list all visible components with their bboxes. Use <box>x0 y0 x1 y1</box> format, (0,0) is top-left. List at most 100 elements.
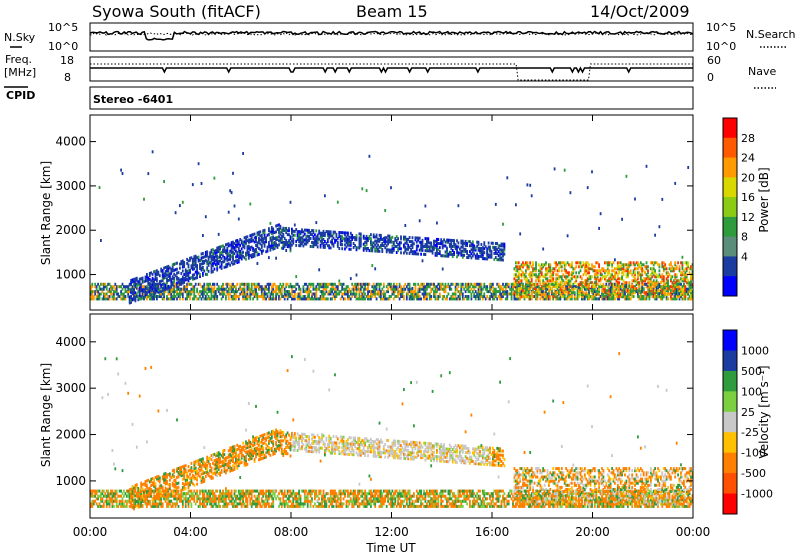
rti-cell <box>652 279 655 283</box>
rti-cell <box>649 287 652 291</box>
rti-cell <box>137 290 140 294</box>
rti-cell <box>137 489 140 492</box>
rti-cell <box>242 250 244 254</box>
rti-cell <box>158 502 161 506</box>
rti-cell <box>555 263 557 267</box>
rti-cell <box>523 289 526 293</box>
rti-cell <box>318 297 321 301</box>
rti-cell <box>390 248 392 252</box>
rti-cell <box>233 297 236 301</box>
rti-cell <box>151 499 154 503</box>
rti-cell <box>443 244 445 248</box>
rti-cell <box>312 237 315 241</box>
rti-cell <box>391 285 394 289</box>
rti-cell <box>319 239 322 243</box>
rti-cell <box>269 244 272 248</box>
rti-cell <box>173 276 176 280</box>
rti-cell <box>463 297 466 301</box>
rti-cell <box>647 292 649 296</box>
rti-cell <box>338 247 341 250</box>
rti-cell <box>280 230 283 234</box>
rti-cell <box>649 283 652 287</box>
rti-cell <box>456 282 458 286</box>
rti-cell <box>515 275 517 279</box>
freq-tick-bottom: 8 <box>64 71 71 84</box>
rti-cell <box>315 243 318 247</box>
rti-cell <box>318 268 321 272</box>
rti-cell <box>591 297 593 301</box>
rti-cell <box>227 287 230 291</box>
rti-cell <box>220 251 223 254</box>
rti-cell <box>321 285 323 289</box>
rti-cell <box>156 492 158 496</box>
rti-cell <box>153 290 155 294</box>
rti-cell <box>441 287 444 291</box>
rti-cell <box>158 489 161 493</box>
rti-cell <box>135 276 138 280</box>
rti-cell <box>674 283 677 287</box>
rti-cell <box>252 292 254 296</box>
rti-cell <box>322 245 325 249</box>
rti-cell <box>513 283 516 287</box>
rti-cell <box>627 293 629 297</box>
rti-cell <box>237 246 240 250</box>
rti-cell <box>344 231 346 235</box>
rti-cell <box>154 499 157 503</box>
rti-cell <box>553 283 556 287</box>
rti-cell <box>341 292 344 296</box>
rti-cell <box>424 243 427 247</box>
rti-cell <box>114 494 117 498</box>
rti-cell <box>222 292 224 296</box>
rti-cell <box>415 252 418 256</box>
rti-cell <box>219 292 221 296</box>
rti-cell <box>276 292 279 296</box>
rti-cell <box>143 280 145 284</box>
rti-cell <box>199 275 201 278</box>
rti-cell <box>207 257 210 261</box>
rti-cell <box>268 241 270 245</box>
rti-cell <box>125 489 128 493</box>
rti-cell <box>179 290 181 294</box>
rti-cell <box>202 287 204 291</box>
rti-cell <box>688 281 691 285</box>
rti-cell <box>141 493 144 497</box>
rti-cell <box>256 285 259 289</box>
rti-cell <box>641 297 644 301</box>
rti-cell <box>210 250 213 254</box>
rti-cell <box>328 290 331 294</box>
rti-cell <box>156 504 158 508</box>
rti-cell <box>164 492 167 496</box>
rti-cell <box>243 244 246 248</box>
rti-cell <box>161 477 164 481</box>
rti-cell <box>95 290 98 294</box>
rti-cell <box>555 282 557 286</box>
rti-cell <box>111 499 114 503</box>
rti-cell <box>404 224 407 227</box>
rti-cell <box>273 297 276 301</box>
rti-cell <box>187 290 190 294</box>
rti-cell <box>555 281 557 285</box>
rti-cell <box>357 282 359 286</box>
rti-cell <box>428 282 431 286</box>
rti-cell <box>325 282 328 286</box>
rti-cell <box>256 245 259 249</box>
rti-cell <box>604 289 606 293</box>
rti-cell <box>427 241 430 245</box>
rti-cell <box>272 229 275 233</box>
rti-cell <box>516 275 519 279</box>
rti-cell <box>107 392 109 396</box>
rti-cell <box>186 282 188 286</box>
rti-cell <box>612 269 615 273</box>
rti-cell <box>639 265 642 269</box>
rti-cell <box>256 233 259 237</box>
rti-cell <box>408 282 411 286</box>
rti-cell <box>592 283 595 287</box>
rti-cell <box>255 287 257 291</box>
rti-cell <box>256 262 259 265</box>
rti-cell <box>97 504 99 508</box>
rti-cell <box>493 297 496 301</box>
rti-cell <box>606 293 609 297</box>
rti-cell <box>461 241 464 245</box>
rti-cell <box>441 242 444 246</box>
rti-cell <box>375 241 378 245</box>
